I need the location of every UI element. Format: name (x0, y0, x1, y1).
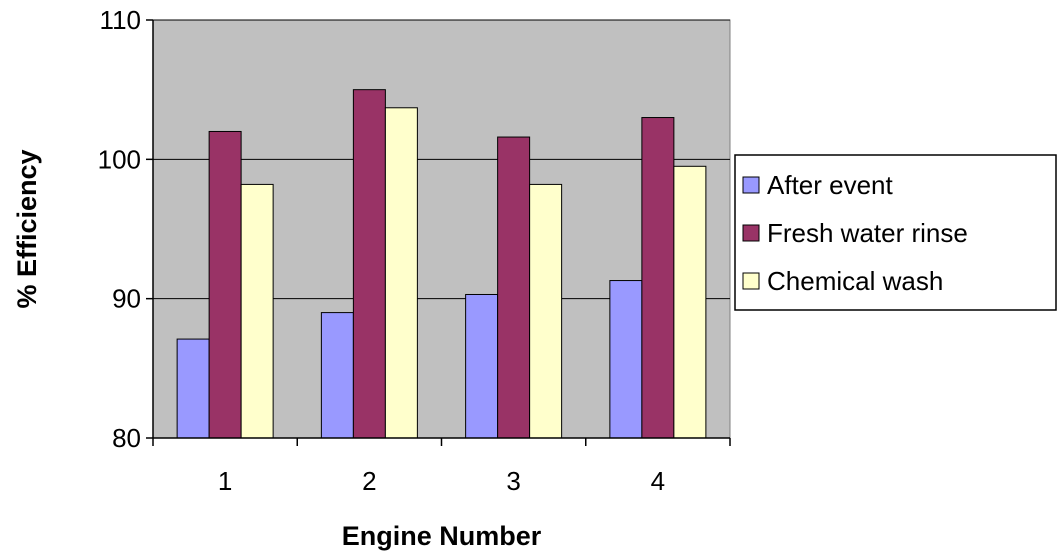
legend-box (734, 154, 1057, 311)
x-tick-label: 1 (218, 466, 232, 496)
legend-label-fresh-water-rinse: Fresh water rinse (767, 218, 968, 248)
bar-after-event-engine-3 (465, 293, 499, 439)
bar-chemical-wash-engine-1 (240, 183, 274, 439)
bar-after-event-engine-1 (176, 338, 210, 439)
y-tick-label: 110 (100, 5, 141, 35)
bar-chemical-wash-engine-2 (384, 107, 418, 439)
x-tick-label: 4 (651, 466, 665, 496)
bars (176, 89, 707, 439)
y-axis-ticks: 80 90 100 110 (98, 5, 153, 453)
y-tick-label: 100 (98, 144, 141, 174)
bar-fresh-water-rinse-engine-4 (641, 117, 675, 439)
bar-after-event-engine-4 (609, 280, 643, 439)
y-tick-label: 90 (112, 284, 141, 314)
bar-fresh-water-rinse-engine-3 (497, 136, 531, 439)
bar-after-event-engine-2 (320, 312, 354, 439)
bar-chemical-wash-engine-3 (529, 183, 563, 439)
y-axis-title: % Efficiency (12, 149, 42, 308)
legend-swatch-after-event (742, 176, 760, 194)
y-tick-label: 80 (112, 423, 141, 453)
bar-fresh-water-rinse-engine-2 (352, 89, 386, 439)
x-tick-label: 2 (362, 466, 376, 496)
legend: After event Fresh water rinse Chemical was… (734, 154, 1057, 311)
x-axis-ticks: 1 2 3 4 (152, 438, 731, 496)
bar-fresh-water-rinse-engine-1 (208, 130, 242, 439)
x-axis-title: Engine Number (342, 521, 542, 551)
x-tick-label: 3 (506, 466, 520, 496)
legend-label-chemical-wash: Chemical wash (767, 266, 943, 296)
legend-swatch-chemical-wash (742, 272, 760, 290)
legend-label-after-event: After event (767, 170, 894, 200)
legend-swatch-fresh-water-rinse (742, 224, 760, 242)
bar-chemical-wash-engine-4 (673, 165, 707, 439)
